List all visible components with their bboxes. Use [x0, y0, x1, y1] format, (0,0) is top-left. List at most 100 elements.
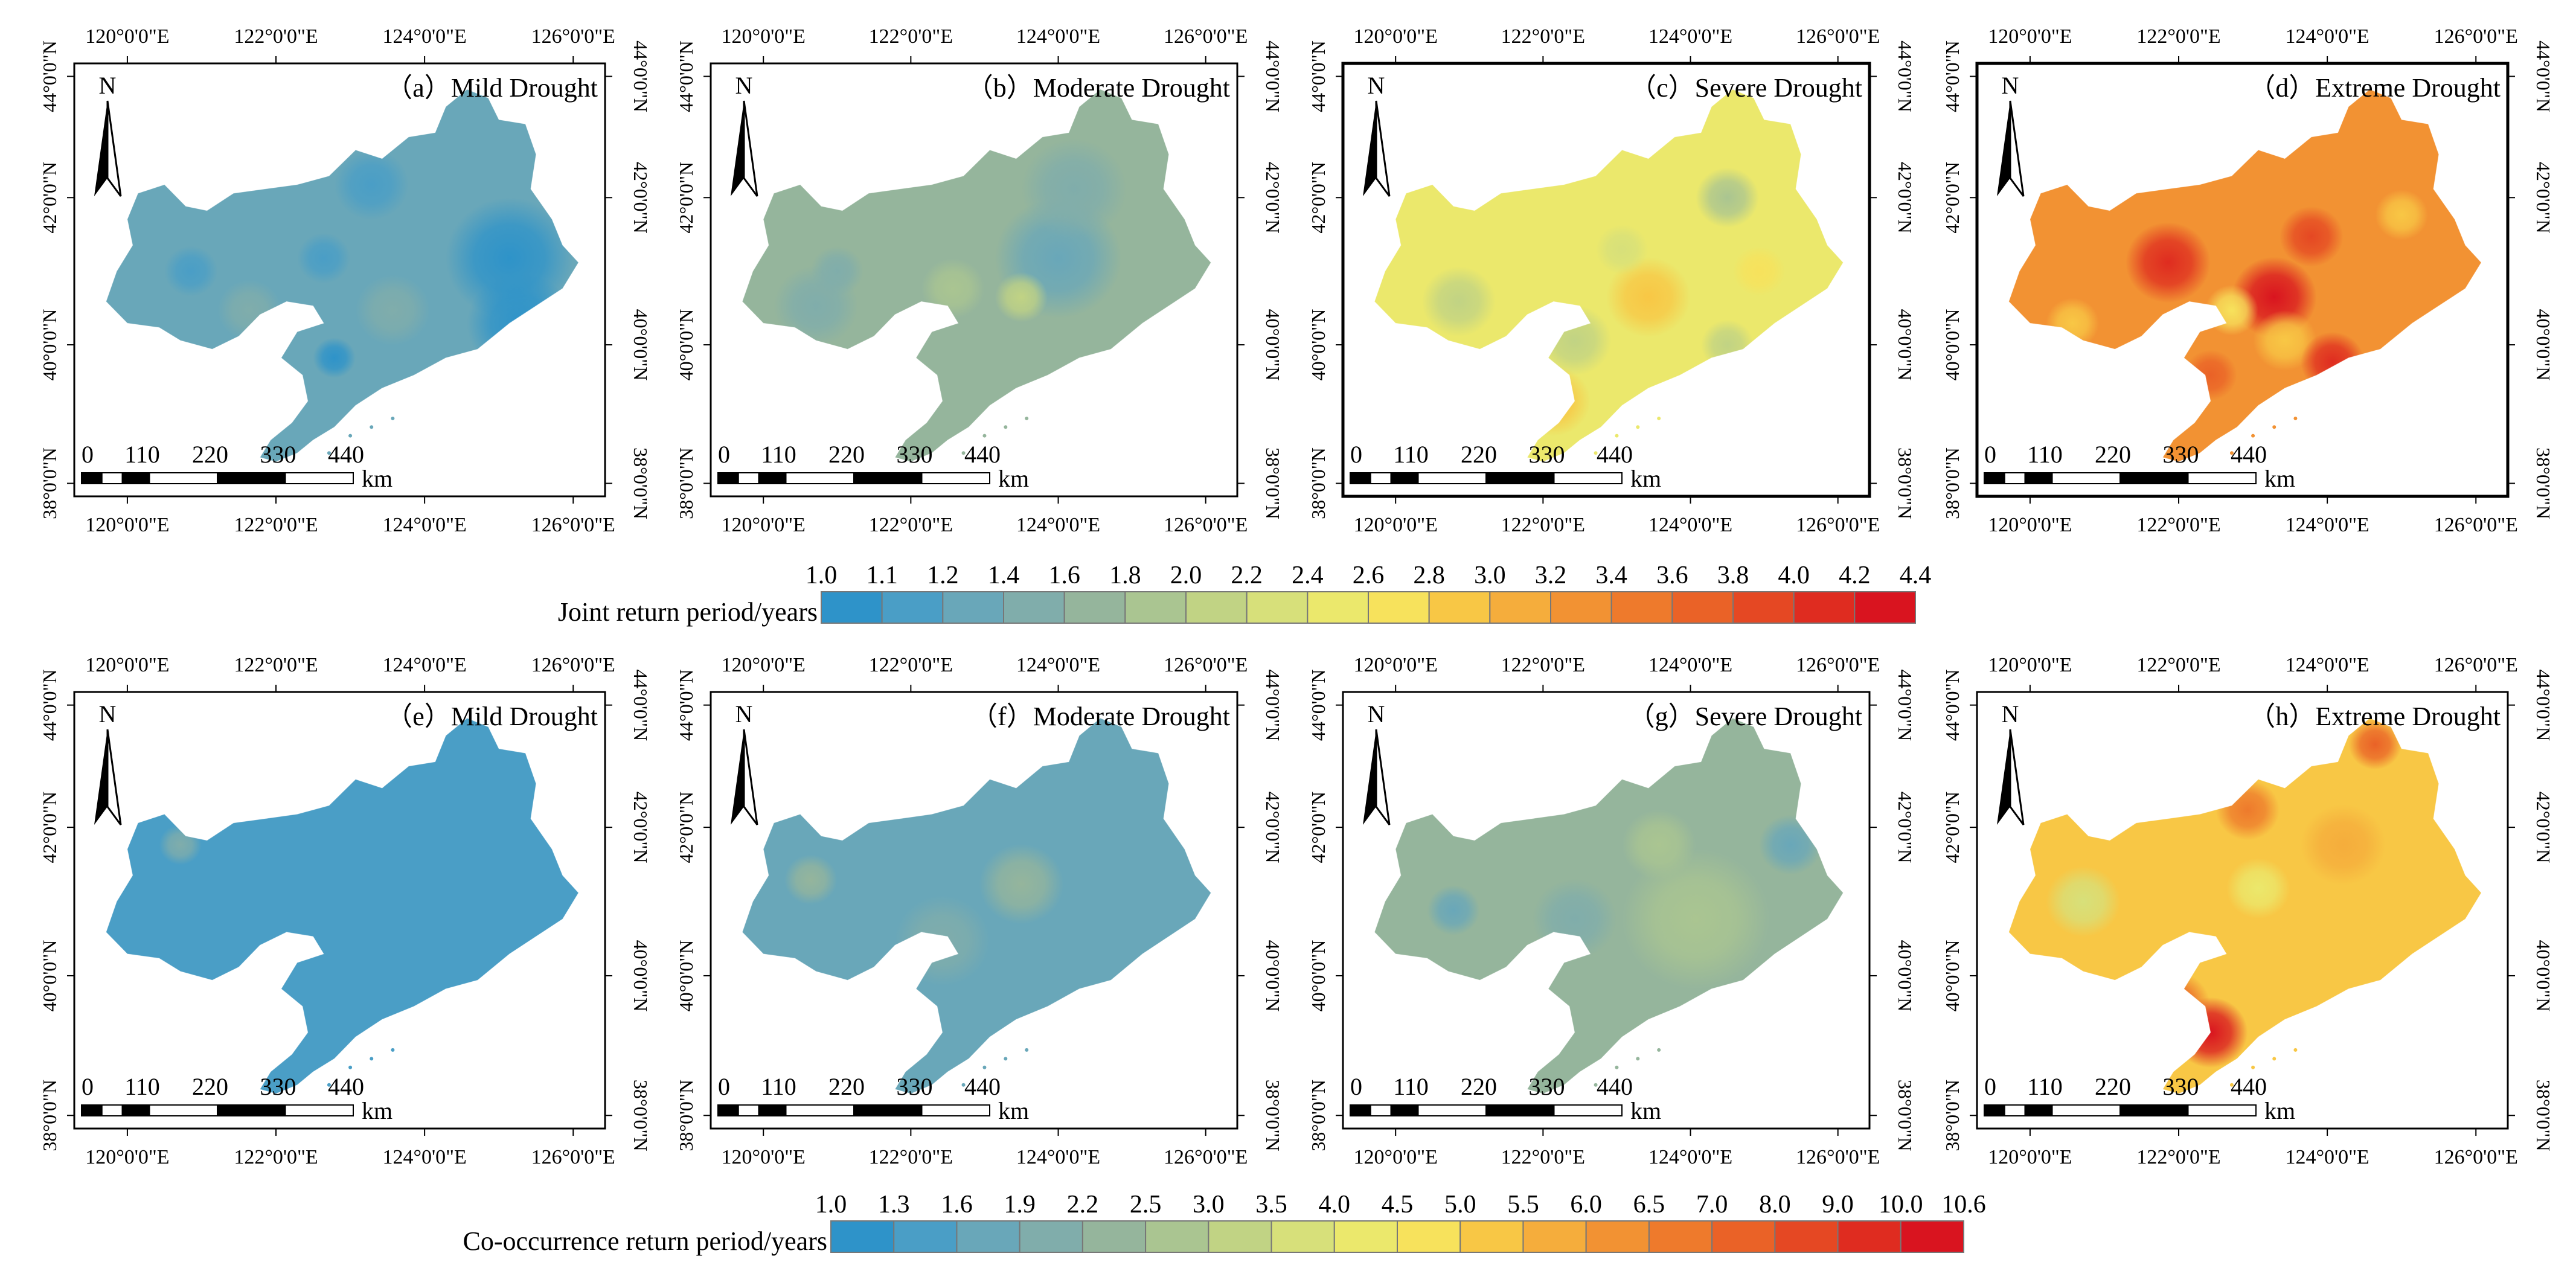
panel-title: （f）Moderate Drought [971, 702, 1230, 731]
lon-tick-label-top: 122°0'0"E [234, 654, 318, 676]
lat-tick-label-right: 38°0'0"N [630, 447, 652, 519]
legend-break-label: 3.0 [1193, 1191, 1225, 1219]
lat-tick-label-right: 44°0'0"N [1262, 40, 1284, 112]
legend-break-label: 10.6 [1941, 1191, 1986, 1219]
lon-tick-label-bottom: 126°0'0"E [1796, 514, 1880, 536]
value-spot [1116, 780, 1169, 831]
value-spot [1622, 810, 1696, 880]
lat-tick-label-left: 44°0'0"N [1307, 669, 1329, 741]
legend-break-label: 4.0 [1319, 1191, 1351, 1219]
value-spot [2301, 804, 2386, 885]
north-label: N [2002, 700, 2019, 728]
north-arrow-icon [743, 729, 758, 825]
scale-label: 220 [2095, 441, 2131, 468]
legend-swatch [1208, 1220, 1272, 1253]
legend-break-label: 1.9 [1004, 1191, 1036, 1219]
north-arrow-icon [731, 729, 744, 825]
lat-tick-label-left: 38°0'0"N [675, 1080, 697, 1151]
legend-swatch [1333, 1220, 1399, 1253]
scale-label: 330 [260, 441, 296, 468]
lat-tick-label-left: 44°0'0"N [675, 40, 697, 112]
legend-break-label: 4.4 [1900, 562, 1932, 589]
value-spot [1427, 885, 1480, 935]
scale-bar-segment [1390, 1104, 1419, 1116]
lon-tick-label-top: 124°0'0"E [2285, 654, 2369, 676]
lat-tick-label-left: 38°0'0"N [39, 447, 60, 519]
value-spot [1021, 139, 1127, 239]
lon-tick-label-bottom: 122°0'0"E [1501, 1146, 1585, 1168]
north-arrow-icon [743, 100, 758, 197]
lat-tick-label-left: 38°0'0"N [1941, 1080, 1963, 1151]
lon-tick-label-top: 122°0'0"E [869, 25, 953, 48]
lon-tick-label-top: 126°0'0"E [2434, 25, 2518, 48]
lon-tick-label-bottom: 124°0'0"E [2285, 1146, 2369, 1168]
lat-tick-label-left: 44°0'0"N [1307, 40, 1329, 112]
island [1004, 1057, 1008, 1061]
island [1594, 451, 1598, 455]
legend-break-label: 3.0 [1474, 562, 1506, 589]
island [1615, 434, 1619, 438]
legend-break-label: 6.5 [1633, 1191, 1665, 1219]
lon-tick-label-bottom: 120°0'0"E [722, 514, 806, 536]
island [348, 1065, 353, 1069]
value-spot [2348, 719, 2402, 770]
scale-bar-segment [1350, 472, 1371, 484]
lon-tick-label-top: 124°0'0"E [382, 25, 466, 48]
north-label: N [99, 72, 117, 99]
scale-bar-segment [1553, 1104, 1623, 1116]
scale-label: 440 [328, 441, 364, 468]
scale-unit: km [362, 465, 392, 492]
value-spot [774, 266, 859, 346]
scale-label: 110 [1393, 1073, 1429, 1100]
lon-tick-label-bottom: 126°0'0"E [2434, 1146, 2518, 1168]
value-spot [164, 246, 218, 296]
legend-swatch [1793, 591, 1856, 624]
lon-tick-label-bottom: 126°0'0"E [531, 514, 615, 536]
north-arrow-icon [1997, 101, 2010, 196]
scale-label: 110 [2027, 441, 2063, 468]
value-spot [1606, 257, 1691, 338]
lon-tick-label-bottom: 124°0'0"E [1648, 514, 1732, 536]
scale-bar-segment [1485, 1104, 1555, 1116]
scale-label: 220 [192, 441, 228, 468]
lat-tick-label-left: 42°0'0"N [39, 162, 60, 234]
panel-title: （c）Severe Drought [1630, 73, 1862, 103]
value-spot [1421, 266, 1496, 337]
scale-bar-segment [121, 1104, 150, 1116]
island [1657, 416, 1661, 420]
scale-label: 440 [328, 1073, 364, 1100]
island [1615, 1065, 1619, 1069]
scale-label: 220 [1461, 441, 1497, 468]
lon-tick-label-top: 124°0'0"E [1648, 654, 1732, 676]
value-spot [2253, 310, 2317, 371]
island [1594, 1083, 1598, 1087]
lat-tick-label-right: 38°0'0"N [2533, 447, 2554, 519]
legend-break-label: 1.6 [941, 1191, 973, 1219]
lat-tick-label-left: 42°0'0"N [1941, 792, 1963, 863]
province-outline [2008, 89, 2482, 463]
legend-break-label: 10.0 [1879, 1191, 1923, 1219]
scale-bar-segment [2119, 1104, 2189, 1116]
scale-bar-segment [284, 1104, 354, 1116]
scale-bar-segment [2024, 1104, 2053, 1116]
scale-label: 330 [897, 441, 933, 468]
legend-swatch [821, 591, 883, 624]
north-arrow-icon [1363, 729, 1376, 825]
legend-break-label: 1.6 [1048, 562, 1080, 589]
legend-break-label: 1.1 [866, 562, 898, 589]
lat-tick-label-right: 40°0'0"N [630, 309, 652, 381]
north-arrow-icon [2009, 100, 2025, 197]
value-spot [334, 149, 409, 220]
province-outline [106, 89, 579, 463]
scale-label: 0 [1984, 1073, 1996, 1100]
lon-tick-label-bottom: 124°0'0"E [382, 514, 466, 536]
legend-title: Joint return period/years [558, 597, 818, 627]
north-label: N [735, 72, 753, 99]
lon-tick-label-bottom: 126°0'0"E [1164, 514, 1248, 536]
island [1657, 1048, 1661, 1052]
scale-bar-segment [2119, 472, 2189, 484]
lon-tick-label-top: 122°0'0"E [1501, 25, 1585, 48]
island [1025, 1048, 1029, 1052]
scale-label: 0 [718, 1073, 730, 1100]
lon-tick-label-top: 122°0'0"E [869, 654, 953, 676]
